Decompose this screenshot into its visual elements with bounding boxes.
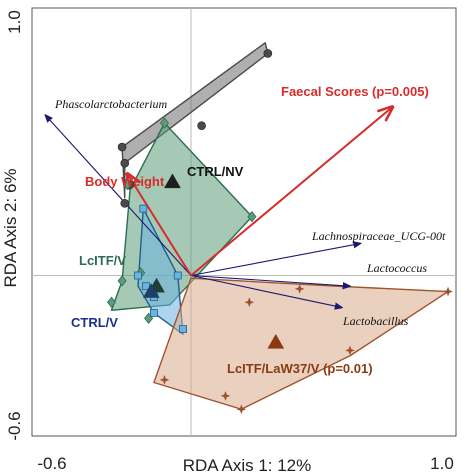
point-2-6: [134, 271, 142, 280]
x-axis-title: RDA Axis 1: 12%: [183, 456, 312, 474]
point-1-3: [106, 296, 117, 308]
centroid-2: [142, 283, 160, 298]
species-vector-3: [190, 274, 342, 308]
y-tick-label-min: -0.6: [5, 411, 24, 440]
point-1-2: [122, 178, 132, 191]
point-2-0: [139, 204, 148, 213]
group-label-2: CTRL/V: [71, 315, 118, 330]
species-label-3: Lactobacillus: [342, 314, 409, 328]
hull-0: [121, 42, 269, 199]
point-3-0: [443, 286, 453, 297]
species-vector-0: [45, 115, 192, 276]
hull-3: [153, 277, 449, 410]
group-label-1: LcITF/V: [79, 253, 126, 268]
species-vector-2: [190, 274, 350, 287]
point-3-3: [345, 345, 355, 356]
env-label-faecal-scores: Faecal Scores (p=0.005): [281, 84, 429, 99]
point-3-6: [159, 375, 170, 385]
point-0-3: [263, 49, 273, 58]
species-vector-1: [190, 243, 361, 277]
y-tick-label-max: 1.0: [5, 10, 24, 34]
plot-frame: [31, 7, 457, 437]
y-axis-title: RDA Axis 2: 6%: [1, 168, 20, 287]
centroid-0: [164, 173, 181, 189]
group-label-3: LcITF/LaW37/V (p=0.01): [227, 361, 373, 376]
env-vector-1: [127, 174, 192, 277]
point-2-1: [173, 271, 182, 280]
point-3-5: [220, 391, 231, 401]
point-3-1: [294, 284, 305, 294]
point-3-4: [236, 404, 247, 415]
centroid-3: [267, 333, 285, 349]
x-tick-label-max: 1.0: [430, 454, 454, 473]
point-1-0: [159, 117, 170, 129]
group-label-0: CTRL/NV: [187, 164, 244, 179]
x-tick-label-min: -0.6: [37, 454, 66, 473]
point-2-4: [149, 309, 158, 317]
species-label-1: Lachnospiraceae_UCG-00t: [311, 229, 446, 243]
species-label-0: Phascolarctobacterium: [54, 97, 168, 111]
env-vector-0: [190, 107, 392, 277]
point-1-4: [117, 275, 127, 287]
species-label-2: Lactococcus: [366, 261, 427, 275]
point-0-2: [197, 121, 206, 130]
point-1-1: [247, 211, 257, 223]
point-3-2: [244, 297, 255, 308]
point-0-1: [120, 198, 130, 208]
point-2-5: [179, 325, 187, 333]
point-0-0: [117, 142, 127, 152]
env-label-body-weight: Body Weight: [85, 174, 165, 189]
point-0-5: [120, 158, 130, 168]
